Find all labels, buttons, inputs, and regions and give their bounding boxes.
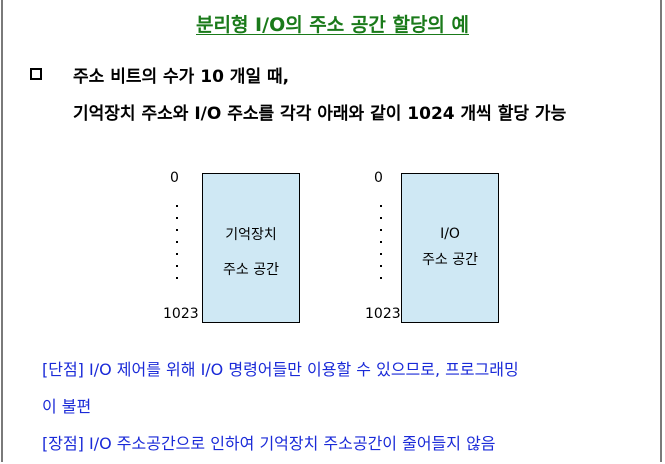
- disadvantage-line-2: 이 불편: [42, 397, 92, 416]
- io-end-address: 1023: [365, 306, 401, 322]
- memory-address-space-box: 기억장치 주소 공간: [202, 173, 300, 323]
- disadvantage-line-1: [단점] I/O 제어를 위해 I/O 명령어들만 이용할 수 있으므로, 프로…: [42, 360, 519, 379]
- memory-ellipsis-dots: [176, 205, 179, 289]
- advantage-line: [장점] I/O 주소공간으로 인하여 기억장치 주소공간이 줄어들지 않음: [42, 434, 496, 453]
- io-start-address: 0: [374, 170, 383, 186]
- bullet-text-line-2: 기억장치 주소와 I/O 주소를 각각 아래와 같이 1024 개씩 할당 가능: [73, 104, 567, 124]
- memory-box-label-2: 주소 공간: [223, 262, 279, 278]
- slide-title: 분리형 I/O의 주소 공간 할당의 예: [0, 10, 665, 37]
- memory-box-label-1: 기억장치: [225, 227, 277, 243]
- io-box-label-1: I/O: [440, 226, 460, 242]
- square-bullet-icon: [30, 68, 42, 80]
- slide-title-text: 분리형 I/O의 주소 공간 할당의 예: [196, 14, 469, 36]
- memory-end-address: 1023: [163, 306, 199, 322]
- io-box-label-2: 주소 공간: [422, 252, 478, 268]
- memory-start-address: 0: [170, 170, 179, 186]
- bullet-text-line-1: 주소 비트의 수가 10 개일 때,: [73, 67, 290, 87]
- io-address-space-box: I/O 주소 공간: [401, 173, 499, 323]
- io-ellipsis-dots: [380, 205, 383, 289]
